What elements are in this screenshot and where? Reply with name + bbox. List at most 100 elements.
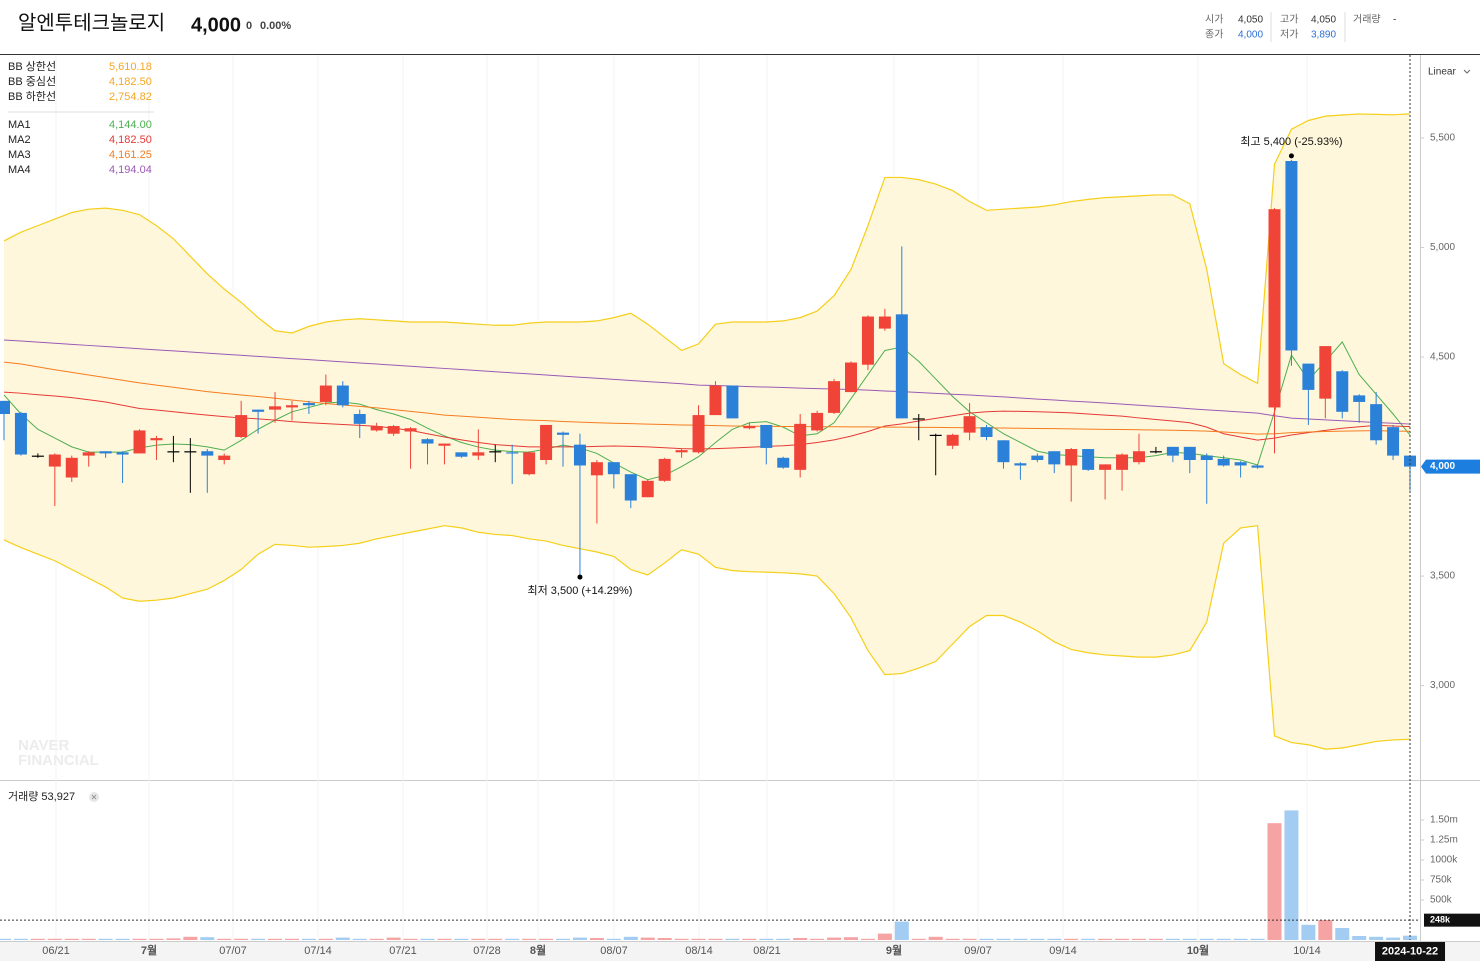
- candle-body: [963, 416, 976, 433]
- volume-tick-label: 750k: [1430, 875, 1453, 886]
- x-tick-label: 06/21: [42, 945, 70, 957]
- candle-body: [1031, 455, 1044, 460]
- volume-bar: [640, 937, 655, 940]
- candle-body: [1183, 446, 1196, 460]
- candle-body: [99, 451, 112, 454]
- volume-bar: [437, 938, 452, 940]
- low-annotation: 최저 3,500 (+14.29%): [527, 584, 632, 597]
- volume-bar: [1030, 938, 1045, 940]
- candle-body: [828, 381, 841, 413]
- candle-body: [912, 418, 925, 420]
- volume-bar: [759, 938, 774, 940]
- volume-marker-box: [1424, 913, 1480, 927]
- candle-body: [1132, 451, 1145, 463]
- candle-body: [285, 405, 298, 408]
- candle-body: [658, 458, 671, 481]
- candle-body: [1200, 455, 1213, 460]
- x-tick-label: 08/07: [600, 945, 628, 957]
- volume-bar: [132, 938, 147, 940]
- y-tick-label: 5,000: [1430, 242, 1455, 253]
- x-tick-label: 07/21: [389, 945, 417, 957]
- volume-bar: [1131, 938, 1146, 940]
- volume-bar: [691, 938, 706, 940]
- volume-bar: [844, 937, 858, 940]
- volume-bar: [606, 938, 621, 940]
- candle-body: [523, 452, 536, 475]
- candle-body: [218, 455, 231, 460]
- volume-bar: [572, 937, 587, 940]
- volume-bar: [742, 938, 757, 940]
- remove-volume[interactable]: [89, 792, 99, 802]
- high-marker: [1288, 153, 1294, 159]
- quote-label: 시가: [1205, 14, 1223, 26]
- price-change-rate: 0.00%: [260, 20, 291, 32]
- volume-bar: [149, 938, 164, 940]
- candle-body: [743, 426, 756, 429]
- candle-body: [777, 457, 790, 468]
- volume-bar: [556, 938, 571, 940]
- candle-body: [1082, 449, 1095, 470]
- remove-icon-x[interactable]: [91, 794, 97, 800]
- volume-tick-label: 1.25m: [1430, 835, 1458, 846]
- x-tick-label: 8월: [530, 943, 546, 957]
- volume-bar: [386, 937, 401, 940]
- candle-body: [48, 454, 61, 467]
- volume-bar: [505, 938, 520, 940]
- scale-mode-label[interactable]: Linear: [1428, 67, 1456, 78]
- dropdown-icon[interactable]: [1463, 69, 1471, 74]
- volume-bar: [1233, 938, 1248, 940]
- candle-body: [472, 452, 485, 456]
- volume-bar: [945, 938, 960, 940]
- volume-bar: [454, 938, 469, 940]
- candle-body: [1285, 161, 1298, 351]
- date-axis-strip: [0, 941, 1480, 961]
- candle-body: [1302, 363, 1315, 390]
- candle-body: [1048, 451, 1061, 465]
- volume-bar: [352, 938, 367, 940]
- candle-body: [845, 362, 857, 393]
- volume-bar: [251, 938, 266, 940]
- legend-name: BB 상한선: [8, 60, 56, 73]
- bollinger-lower: [3, 525, 1411, 750]
- volume-bar: [488, 938, 503, 940]
- volume-bar: [1098, 938, 1113, 940]
- candle-body: [14, 412, 27, 455]
- candle-body: [1387, 427, 1400, 456]
- volume-bar: [1182, 938, 1197, 940]
- candle-body: [1251, 465, 1264, 468]
- candle-body: [946, 434, 959, 446]
- price-change: 0: [246, 20, 252, 32]
- volume-bar: [1081, 938, 1096, 940]
- candle-body: [506, 452, 519, 454]
- volume-bar: [1369, 936, 1384, 940]
- volume-bar: [420, 938, 435, 940]
- candle-body: [895, 314, 908, 419]
- candle-body: [353, 413, 366, 424]
- quote-label: 저가: [1280, 29, 1298, 41]
- candle-body: [1065, 449, 1078, 466]
- volume-bar: [1013, 938, 1028, 940]
- volume-bar: [47, 938, 62, 940]
- volume-bar: [1267, 823, 1282, 940]
- x-tick-label: 10월: [1187, 943, 1209, 957]
- candle-body: [1234, 462, 1247, 466]
- candle-body: [438, 443, 451, 446]
- candle-body: [675, 450, 688, 453]
- candle-body: [1116, 454, 1129, 470]
- moving-average-line: [3, 361, 1411, 435]
- volume-bar: [1064, 938, 1079, 940]
- candle-body: [302, 403, 315, 406]
- candle-body: [794, 423, 807, 470]
- volume-bar: [589, 938, 604, 940]
- scale-mode[interactable]: Linear: [1428, 67, 1471, 78]
- candle-body: [760, 424, 773, 448]
- volume-tick-label: 1000k: [1430, 855, 1458, 866]
- volume-bar: [30, 938, 45, 940]
- x-tick-label: 08/14: [685, 945, 713, 957]
- candle-body: [31, 455, 44, 457]
- volume-bar: [1148, 938, 1163, 940]
- candle-body: [709, 385, 722, 416]
- date-marker-label: 2024-10-22: [1382, 945, 1438, 957]
- volume-bar: [725, 938, 740, 940]
- quote-value: -: [1393, 15, 1396, 26]
